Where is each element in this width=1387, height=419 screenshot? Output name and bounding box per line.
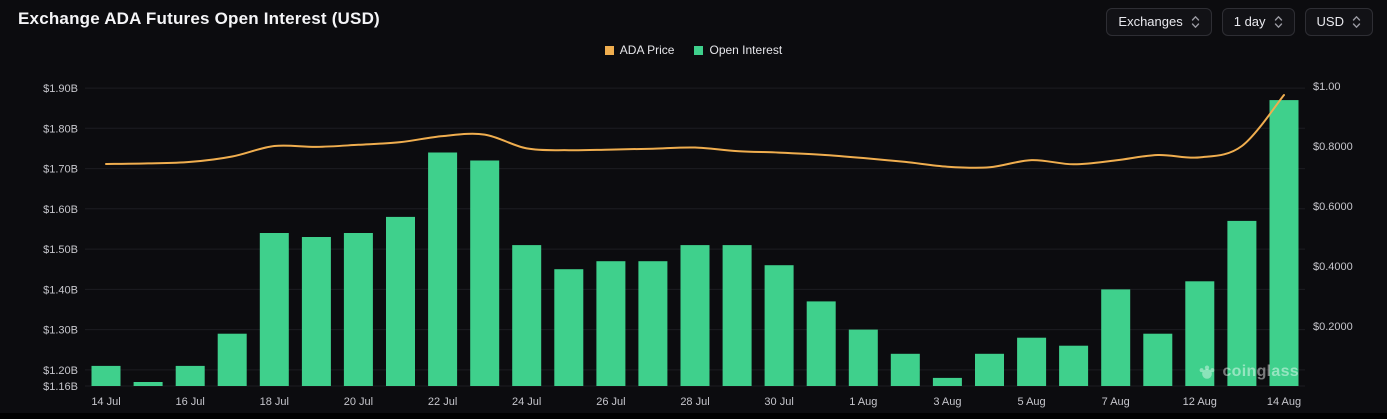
left-axis-tick-label: $1.50B (43, 244, 78, 256)
ada-price-swatch (604, 45, 614, 55)
x-axis-tick-label: 5 Aug (1018, 396, 1046, 408)
interval-dropdown-label: 1 day (1233, 14, 1266, 29)
x-axis-tick-label: 22 Jul (428, 396, 457, 408)
left-axis-tick-label: $1.60B (43, 204, 78, 216)
x-axis-tick-label: 18 Jul (260, 396, 289, 408)
left-axis-tick-label: $1.90B (43, 83, 78, 95)
chevron-up-down-icon (1274, 16, 1282, 28)
ada-price-line (105, 94, 1285, 169)
open-interest-bar[interactable] (596, 261, 626, 386)
open-interest-bar[interactable] (932, 377, 962, 386)
header: Exchange ADA Futures Open Interest (USD)… (0, 0, 1387, 38)
open-interest-bar[interactable] (470, 160, 500, 387)
open-interest-bar[interactable] (848, 329, 878, 386)
x-axis-tick-label: 26 Jul (596, 396, 625, 408)
currency-dropdown-label: USD (1316, 14, 1344, 29)
open-interest-bar[interactable] (1059, 345, 1089, 386)
legend-item-open-interest[interactable]: Open Interest (694, 43, 782, 57)
open-interest-bar[interactable] (554, 269, 584, 386)
x-axis-tick-label: 7 Aug (1102, 396, 1130, 408)
open-interest-bar[interactable] (343, 233, 373, 386)
x-axis-tick-label: 24 Jul (512, 396, 541, 408)
open-interest-bar[interactable] (512, 245, 542, 386)
chart-canvas[interactable]: $1.90B $1.80B $1.70B $1.60B $1.50B $1.40B $1.3… (0, 60, 1387, 415)
right-axis-tick-label: $1.00 (1313, 81, 1341, 93)
bottom-strip (0, 413, 1387, 419)
open-interest-bar[interactable] (638, 261, 668, 386)
exchanges-dropdown[interactable]: Exchanges (1106, 8, 1212, 36)
currency-dropdown[interactable]: USD (1304, 8, 1373, 36)
open-interest-bar[interactable] (386, 216, 415, 386)
open-interest-bar[interactable] (764, 265, 794, 386)
x-axis-tick-label: 16 Jul (176, 396, 205, 408)
x-axis-tick-label: 12 Aug (1183, 396, 1217, 408)
x-axis-tick-label: 30 Jul (764, 396, 793, 408)
open-interest-bar[interactable] (806, 301, 836, 386)
open-interest-bar[interactable] (217, 333, 247, 386)
open-interest-legend-label: Open Interest (709, 43, 783, 57)
x-axis-tick-label: 20 Jul (344, 396, 373, 408)
open-interest-bar[interactable] (175, 365, 205, 386)
chevron-up-down-icon (1352, 16, 1361, 28)
right-axis-tick-label: $0.6000 (1313, 201, 1353, 213)
legend-item-ada-price[interactable]: ADA Price (604, 43, 675, 57)
open-interest-bar[interactable] (722, 245, 752, 386)
right-axis-tick-label: $0.8000 (1313, 141, 1353, 153)
x-axis-tick-label: 14 Aug (1267, 396, 1301, 408)
open-interest-bar[interactable] (1143, 333, 1173, 386)
left-axis-tick-label: $1.20B (43, 365, 78, 377)
header-controls: Exchanges 1 day USD (1106, 8, 1373, 36)
left-axis-tick-label: $1.80B (43, 123, 78, 135)
right-axis-tick-label: $0.4000 (1313, 261, 1353, 273)
left-axis-tick-label: $1.40B (43, 284, 78, 296)
left-axis-tick-label: $1.70B (43, 164, 78, 176)
chart-legend: ADA Price Open Interest (0, 40, 1387, 60)
x-axis-tick-label: 3 Aug (933, 396, 961, 408)
open-interest-bar[interactable] (1269, 100, 1299, 386)
x-axis-tick-label: 1 Aug (849, 396, 877, 408)
open-interest-bar[interactable] (91, 365, 121, 386)
interval-dropdown[interactable]: 1 day (1221, 8, 1295, 36)
open-interest-bar[interactable] (301, 237, 331, 386)
chevron-up-down-icon (1191, 16, 1199, 28)
open-interest-bar[interactable] (259, 233, 289, 386)
open-interest-bar[interactable] (890, 353, 920, 386)
open-interest-bar[interactable] (680, 245, 710, 386)
open-interest-bar[interactable] (1017, 337, 1047, 386)
ada-price-legend-label: ADA Price (619, 43, 675, 57)
x-axis-tick-label: 28 Jul (680, 396, 709, 408)
x-axis-tick-label: 14 Jul (91, 396, 120, 408)
exchanges-dropdown-label: Exchanges (1118, 14, 1183, 29)
open-interest-bar[interactable] (133, 382, 163, 386)
right-axis-tick-label: $0.2000 (1313, 321, 1353, 333)
open-interest-bar[interactable] (428, 152, 458, 387)
left-axis-tick-label: $1.16B (43, 381, 78, 393)
left-axis-tick-label: $1.30B (43, 325, 78, 337)
open-interest-swatch (694, 45, 704, 55)
open-interest-bar[interactable] (1185, 281, 1215, 386)
open-interest-bar[interactable] (1101, 289, 1131, 386)
open-interest-bar[interactable] (1227, 220, 1257, 386)
open-interest-bar[interactable] (975, 353, 1004, 386)
page-title: Exchange ADA Futures Open Interest (USD) (18, 9, 380, 28)
